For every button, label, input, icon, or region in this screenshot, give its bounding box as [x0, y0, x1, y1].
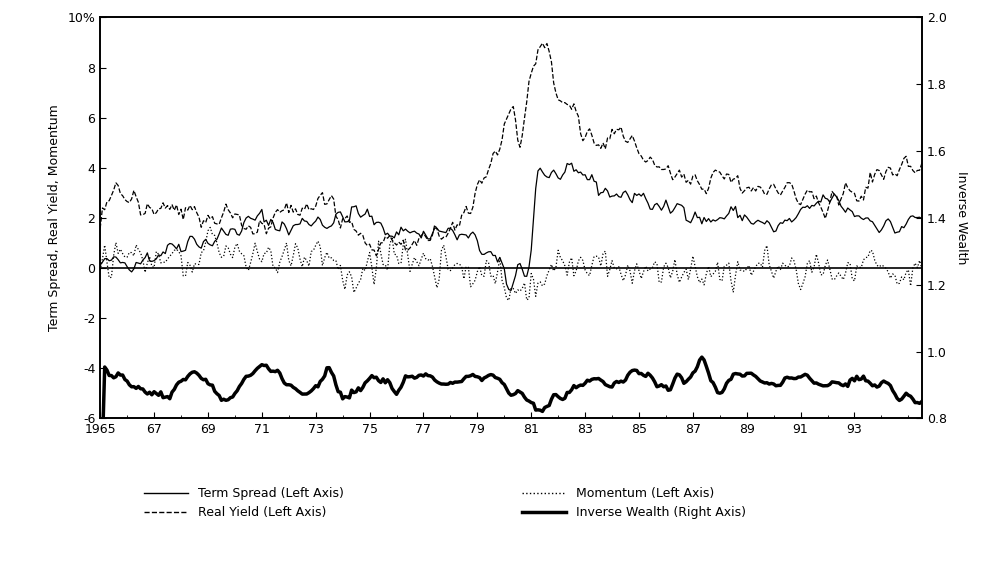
Y-axis label: Term Spread, Real Yield, Momentum: Term Spread, Real Yield, Momentum: [47, 105, 60, 331]
Y-axis label: Inverse Wealth: Inverse Wealth: [955, 171, 968, 264]
Legend: Momentum (Left Axis), Inverse Wealth (Right Axis): Momentum (Left Axis), Inverse Wealth (Ri…: [517, 482, 752, 524]
